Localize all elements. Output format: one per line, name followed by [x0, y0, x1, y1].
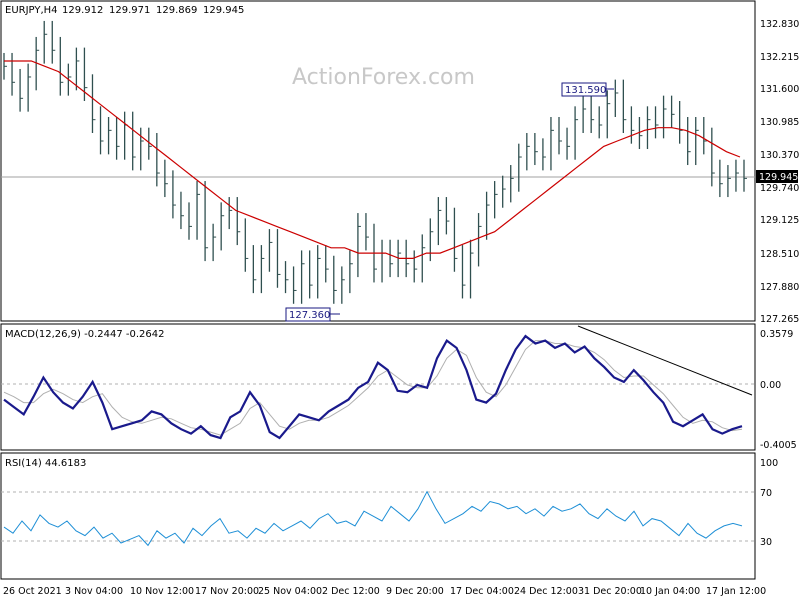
price-tick-label: 130.370	[760, 150, 799, 161]
ohlc-low: 129.869	[156, 5, 197, 16]
price-tick-label: 132.215	[760, 52, 799, 63]
macd-trendline	[577, 325, 753, 396]
x-tick-label: 24 Dec 12:00	[514, 586, 578, 597]
ohlc-high: 129.971	[109, 5, 150, 16]
x-tick-label: 9 Dec 20:00	[386, 586, 444, 597]
rsi-line	[3, 490, 743, 547]
ohlc-open: 129.912	[62, 5, 103, 16]
x-tick-label: 10 Nov 12:00	[130, 586, 194, 597]
x-tick-label: 17 Dec 04:00	[450, 586, 514, 597]
price-tick-label: 129.125	[760, 215, 799, 226]
macd-signal-line	[3, 340, 743, 436]
price-panel-title: EURJPY,H4	[5, 5, 58, 16]
macd-panel	[0, 323, 756, 451]
macd-panel-title: MACD(12,26,9) -0.2447 -0.2642	[5, 329, 165, 340]
rsi-panel	[0, 452, 756, 580]
rsi-tick-label: 100	[760, 458, 778, 469]
x-tick-label: 2 Dec 12:00	[322, 586, 380, 597]
price-tick-label: 132.830	[760, 19, 799, 30]
x-tick-label: 26 Oct 2021	[3, 586, 62, 597]
price-tick-label: 131.600	[760, 84, 799, 95]
price-panel	[0, 0, 756, 322]
macd-main-line	[3, 334, 743, 440]
x-tick-label: 31 Dec 20:00	[578, 586, 642, 597]
macd-tick-label: 0.00	[760, 380, 781, 391]
watermark: ActionForex.com	[292, 65, 475, 90]
rsi-panel-title: RSI(14) 44.6183	[5, 458, 86, 469]
x-axis: 26 Oct 2021 3 Nov 04:00 10 Nov 12:00 17 …	[3, 586, 766, 597]
price-axis: 132.830 132.215 131.600 130.985 130.370 …	[760, 19, 799, 325]
ohlc-close: 129.945	[203, 5, 244, 16]
price-tick-label: 130.985	[760, 117, 799, 128]
price-tick-label: 128.510	[760, 249, 799, 260]
moving-average-line	[4, 60, 741, 259]
price-tick-label: 129.740	[760, 183, 799, 194]
x-tick-label: 10 Jan 04:00	[640, 586, 700, 597]
rsi-tick-label: 70	[760, 488, 772, 499]
x-tick-label: 17 Jan 12:00	[706, 586, 766, 597]
current-price-label: 129.945	[759, 172, 798, 183]
rsi-tick-label: 30	[760, 537, 772, 548]
price-bars	[3, 20, 747, 304]
macd-tick-label: -0.4005	[760, 440, 797, 451]
swing-high-label: 131.590	[565, 85, 606, 96]
macd-tick-label: 0.3579	[760, 329, 793, 340]
price-tick-label: 127.265	[760, 314, 799, 325]
x-tick-label: 3 Nov 04:00	[65, 586, 123, 597]
current-price-box	[756, 170, 798, 183]
x-tick-label: 25 Nov 04:00	[258, 586, 322, 597]
x-tick-label: 17 Nov 20:00	[195, 586, 259, 597]
swing-low-label: 127.360	[289, 310, 330, 321]
price-tick-label: 127.880	[760, 282, 799, 293]
